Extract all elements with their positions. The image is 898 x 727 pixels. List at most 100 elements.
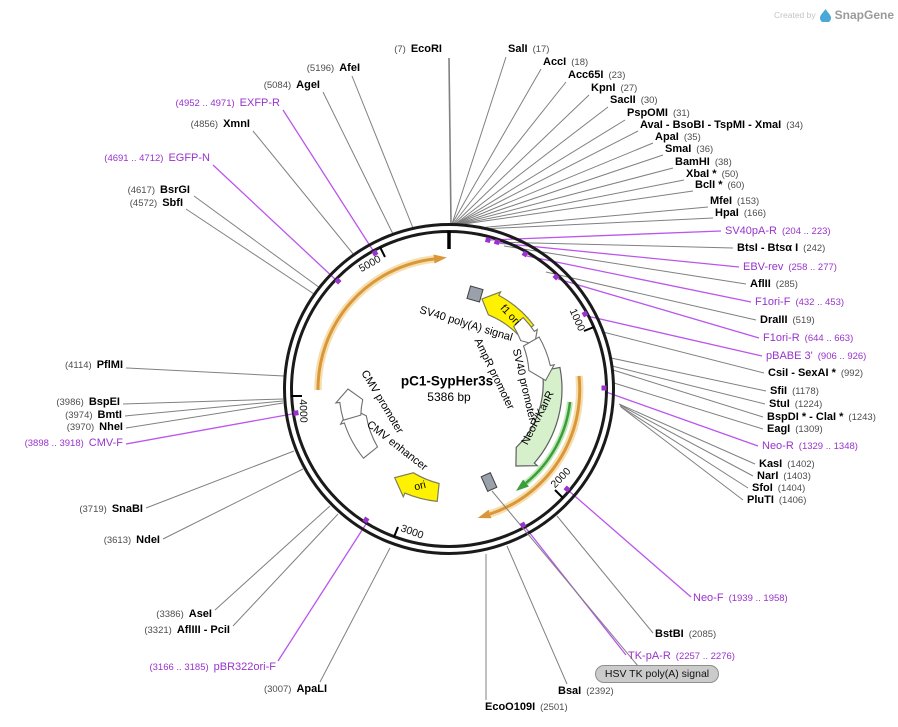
- feature-neor-kanr-arrow[interactable]: [515, 366, 563, 467]
- site-connector-line: [193, 195, 321, 289]
- site-name: PspOMI: [627, 107, 668, 119]
- enzyme-label-agei[interactable]: (5084) AgeI: [259, 79, 320, 92]
- enzyme-label-nari[interactable]: NarI (1403): [757, 470, 816, 483]
- enzyme-label-sacii[interactable]: SacII (30): [610, 94, 663, 107]
- site-connector-line: [454, 167, 674, 226]
- site-position: (3986): [56, 397, 84, 408]
- site-name: AfeI: [339, 62, 360, 74]
- enzyme-label-aflii[interactable]: AflII (285): [750, 278, 803, 291]
- site-connector-line: [618, 403, 756, 465]
- site-position: (204 .. 223): [781, 226, 831, 237]
- enzyme-label-ndei[interactable]: (3613) NdeI: [99, 534, 160, 547]
- feature-cmv-promoter-arrow[interactable]: [334, 388, 364, 421]
- orf-arc-left[interactable]: [316, 257, 435, 391]
- enzyme-label-draiii[interactable]: DraIII (519): [760, 314, 820, 327]
- primer-label-egfp-n[interactable]: (4691 .. 4712) EGFP-N: [99, 152, 210, 165]
- enzyme-label-afliii-pcii[interactable]: (3321) AflIII - PciI: [139, 624, 230, 637]
- enzyme-label-asei[interactable]: (3386) AseI: [151, 608, 212, 621]
- site-name: BspEI: [88, 396, 120, 408]
- site-name: SfoI: [752, 482, 773, 494]
- primer-label-cmv-f[interactable]: (3898 .. 3918) CMV-F: [20, 437, 123, 450]
- site-position: (3166 .. 3185): [149, 662, 209, 673]
- site-name: Acc65I: [568, 69, 604, 81]
- primer-label-pbabe-3[interactable]: pBABE 3' (906 .. 926): [766, 350, 871, 363]
- enzyme-label-kasi[interactable]: KasI (1402): [759, 458, 820, 471]
- site-position: (992): [840, 368, 864, 379]
- enzyme-label-xbai[interactable]: XbaI * (50): [686, 168, 743, 181]
- enzyme-label-bamhi[interactable]: BamHI (38): [675, 156, 737, 169]
- site-position: (1406): [778, 495, 807, 506]
- enzyme-label-afei[interactable]: (5196) AfeI: [302, 62, 360, 75]
- enzyme-label-apai[interactable]: ApaI (35): [655, 131, 706, 144]
- primer-label-tk-pa-r[interactable]: TK-pA-R (2257 .. 2276): [628, 650, 740, 663]
- enzyme-label-xmni[interactable]: (4856) XmnI: [186, 118, 250, 131]
- enzyme-label-csii-sexai[interactable]: CsiI - SexAI * (992): [768, 367, 868, 380]
- orf-arc-right[interactable]: [489, 375, 582, 516]
- primer-label-neo-f[interactable]: Neo-F (1939 .. 1958): [693, 592, 793, 605]
- enzyme-label-acci[interactable]: AccI (18): [543, 56, 593, 69]
- enzyme-label-ecori[interactable]: (7) EcoRI: [389, 43, 442, 56]
- orf-arc-green[interactable]: [525, 401, 572, 484]
- primer-label-neo-r[interactable]: Neo-R (1329 .. 1348): [762, 440, 863, 453]
- site-name: KpnI: [591, 82, 616, 94]
- enzyme-label-bsrgi[interactable]: (4617) BsrGI: [123, 184, 190, 197]
- site-name: MfeI: [710, 195, 732, 207]
- primer-label-sv40pa-r[interactable]: SV40pA-R (204 .. 223): [725, 225, 836, 238]
- feature-sv40-polya-square[interactable]: [466, 285, 484, 303]
- enzyme-label-snabi[interactable]: (3719) SnaBI: [74, 503, 143, 516]
- enzyme-label-sfoi[interactable]: SfoI (1404): [752, 482, 810, 495]
- enzyme-label-kpni[interactable]: KpnI (27): [591, 82, 642, 95]
- enzyme-label-ecoo109i[interactable]: EcoO109I (2501): [485, 701, 573, 714]
- enzyme-label-pluti[interactable]: PluTI (1406): [747, 494, 811, 507]
- enzyme-label-apali[interactable]: (3007) ApaLI: [259, 683, 327, 696]
- enzyme-label-nhei[interactable]: (3970) NheI: [62, 421, 123, 434]
- enzyme-label-bcli[interactable]: BclI * (60): [695, 179, 749, 192]
- site-position: (1403): [783, 471, 811, 482]
- site-position: (3613): [103, 535, 132, 546]
- enzyme-label-bspei[interactable]: (3986) BspEI: [51, 396, 120, 409]
- enzyme-label-stui[interactable]: StuI (1224): [769, 398, 827, 411]
- site-connector-line: [232, 513, 339, 627]
- enzyme-label-sbfi[interactable]: (4572) SbfI: [125, 197, 183, 210]
- enzyme-label-pflmi[interactable]: (4114) PflMI: [60, 359, 123, 372]
- site-position: (1178): [792, 386, 819, 397]
- site-connector-line: [526, 255, 752, 303]
- site-position: (4572): [129, 198, 158, 209]
- feature-sv40-promoter-arrow[interactable]: [522, 336, 556, 382]
- enzyme-label-acc65i[interactable]: Acc65I (23): [568, 69, 630, 82]
- primer-label-f1ori-f[interactable]: F1ori-F (432 .. 453): [755, 296, 849, 309]
- enzyme-label-pspomi[interactable]: PspOMI (31): [627, 107, 695, 120]
- site-position: (1402): [787, 459, 815, 470]
- site-position: (30): [640, 95, 658, 106]
- primer-label-pbr322ori-f[interactable]: (3166 .. 3185) pBR322ori-F: [144, 661, 276, 674]
- plasmid-backbone-outer-ring[interactable]: [283, 223, 615, 555]
- site-connector-line: [282, 109, 375, 253]
- enzyme-label-smai[interactable]: SmaI (36): [665, 143, 718, 156]
- enzyme-label-bstbi[interactable]: BstBI (2085): [655, 628, 721, 641]
- primer-label-ebv-rev[interactable]: EBV-rev (258 .. 277): [743, 261, 842, 274]
- site-connector-line: [613, 382, 764, 430]
- enzyme-label-eagi[interactable]: EagI (1309): [767, 423, 828, 436]
- enzyme-label-bsai[interactable]: BsaI (2392): [558, 685, 619, 698]
- enzyme-label-hpai[interactable]: HpaI (166): [715, 207, 771, 220]
- enzyme-label-bmti[interactable]: (3974) BmtI: [60, 409, 122, 422]
- primer-label-exfp-r[interactable]: (4952 .. 4971) EXFP-R: [171, 97, 281, 110]
- site-position: (1309): [795, 424, 823, 435]
- enzyme-label-sfii[interactable]: SfiI (1178): [770, 385, 824, 398]
- enzyme-label-sali[interactable]: SalI (17): [508, 43, 554, 56]
- hsv-tk-polya-badge[interactable]: HSV TK poly(A) signal: [595, 665, 719, 683]
- enzyme-label-bspdi-clai[interactable]: BspDI * - ClaI * (1243): [767, 411, 881, 424]
- site-position: (2392): [586, 686, 614, 697]
- site-name: EGFP-N: [168, 152, 210, 164]
- orf-arc-green-arrowhead: [516, 479, 529, 491]
- enzyme-label-avai-bsobi-tspmi-xmai[interactable]: AvaI - BsoBI - TspMI - XmaI (34): [640, 119, 808, 132]
- feature-ori-arrow[interactable]: [393, 472, 440, 503]
- site-position: (36): [696, 144, 714, 155]
- site-name: pBABE 3': [766, 350, 813, 362]
- primer-label-f1ori-r[interactable]: F1ori-R (644 .. 663): [763, 332, 858, 345]
- feature-hsv-tk-polya-square[interactable]: [480, 471, 498, 493]
- enzyme-label-btsi-bts-i[interactable]: BtsI - Btsα I (242): [737, 242, 830, 255]
- enzyme-label-mfei[interactable]: MfeI (153): [710, 195, 764, 208]
- site-name: BclI *: [695, 179, 723, 191]
